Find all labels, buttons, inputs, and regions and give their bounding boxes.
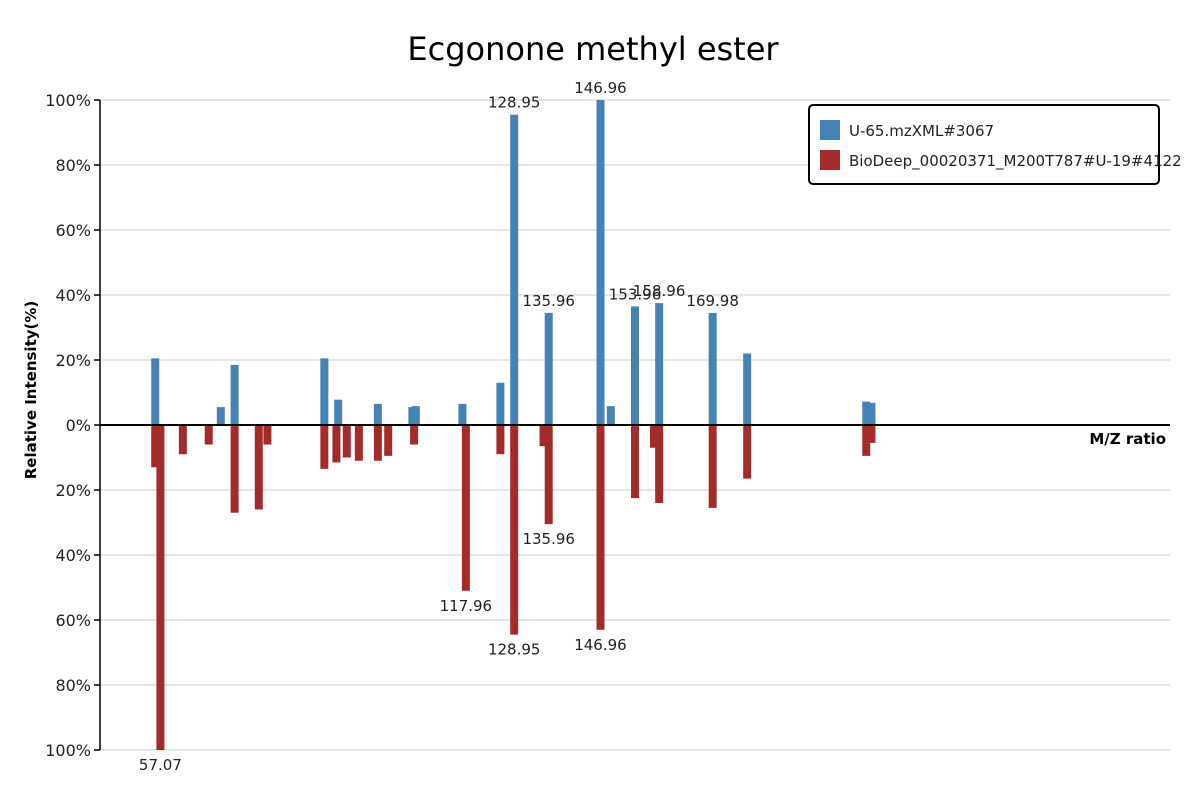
y-tick-label: 20% [55,481,91,500]
peak-bar-bottom [204,425,213,445]
peak-label-bottom: 128.95 [488,641,541,659]
peak-bar-bottom [631,425,639,499]
peak-label-bottom: 135.96 [522,530,575,548]
peak-label-bottom: 57.07 [139,756,182,774]
peak-bar-top [496,382,505,425]
peak-label-top: 158.96 [633,282,686,300]
peak-bar-top [743,353,752,425]
y-tick-label: 40% [55,286,91,305]
peak-bar-top [867,402,876,425]
y-tick-label: 60% [55,611,91,630]
peak-bar-bottom [263,425,272,445]
y-axis-ticks: 100% 80% 60% 40% 20% 0% 20% 40% 60% 80% 100% [45,91,100,760]
peak-label-top: 146.96 [574,79,627,97]
peak-label-bottom: 146.96 [574,636,627,654]
x-axis-label: M/Z ratio [1089,430,1166,448]
peak-label-bottom: 117.96 [440,597,493,615]
peak-bar-bottom [544,425,553,525]
peak-bar-top [151,358,160,425]
peak-bar-bottom [708,425,717,508]
peak-bar-top [631,306,639,425]
y-tick-label: 80% [55,156,91,175]
y-tick-label: 40% [55,546,91,565]
peak-bar-top [606,406,615,425]
peak-bar-bottom [539,425,548,447]
peak-bar-bottom [461,425,470,591]
legend: U-65.mzXML#3067 BioDeep_00020371_M200T78… [808,104,1182,185]
peak-bar-top [510,114,519,425]
peak-bar-top [320,358,329,425]
peak-bar-bottom [510,425,519,635]
peak-bar-bottom [655,425,664,503]
y-tick-label: 100% [45,741,91,760]
peak-bar-bottom [496,425,505,455]
y-tick-label: 60% [55,221,91,240]
peak-bars [151,100,876,750]
peak-bar-bottom [156,425,165,750]
peak-bar-bottom [743,425,752,479]
peak-bar-bottom [410,425,419,445]
peak-bar-bottom [354,425,363,461]
peak-bar-bottom [178,425,187,455]
peak-bar-top [458,403,467,425]
peak-bar-bottom [384,425,393,456]
peak-bar-bottom [867,425,876,443]
peak-label-top: 128.95 [488,94,541,112]
legend-label-top: U-65.mzXML#3067 [849,122,994,140]
peak-bar-bottom [230,425,239,513]
peak-label-top: 169.98 [686,292,739,310]
y-tick-label: 20% [55,351,91,370]
peak-bar-top [334,399,343,425]
peak-bar-top [862,401,871,425]
peak-bar-top [596,100,605,425]
peak-bar-top [373,403,382,425]
peak-bar-top [544,312,553,425]
peak-bar-bottom [151,425,160,468]
peak-bar-top [655,303,664,425]
peak-bar-bottom [373,425,382,461]
peak-label-top: 135.96 [522,292,575,310]
y-tick-label: 0% [66,416,91,435]
peak-bar-top [230,364,239,425]
peak-bar-top [216,407,225,425]
peak-bar-bottom [862,425,871,456]
peak-label-top: 153.96 [609,285,662,303]
peak-bar-bottom [320,425,329,469]
legend-box [808,104,1160,185]
peak-bar-bottom [342,425,351,458]
peak-bar-bottom [332,425,341,463]
legend-label-bottom: BioDeep_00020371_M200T787#U-19#4122 [849,152,1182,171]
peak-bar-bottom [596,425,605,630]
peak-bar-top [708,312,717,425]
y-axis-label: Relative Intensity(%) [22,301,40,480]
peak-bar-bottom [254,425,263,510]
y-tick-label: 80% [55,676,91,695]
peak-bar-top [411,406,420,425]
legend-swatch-top [820,120,840,140]
y-tick-label: 100% [45,91,91,110]
peak-bar-bottom [649,425,658,448]
chart-title: Ecgonone methyl ester [407,30,779,68]
legend-swatch-bottom [820,150,840,170]
